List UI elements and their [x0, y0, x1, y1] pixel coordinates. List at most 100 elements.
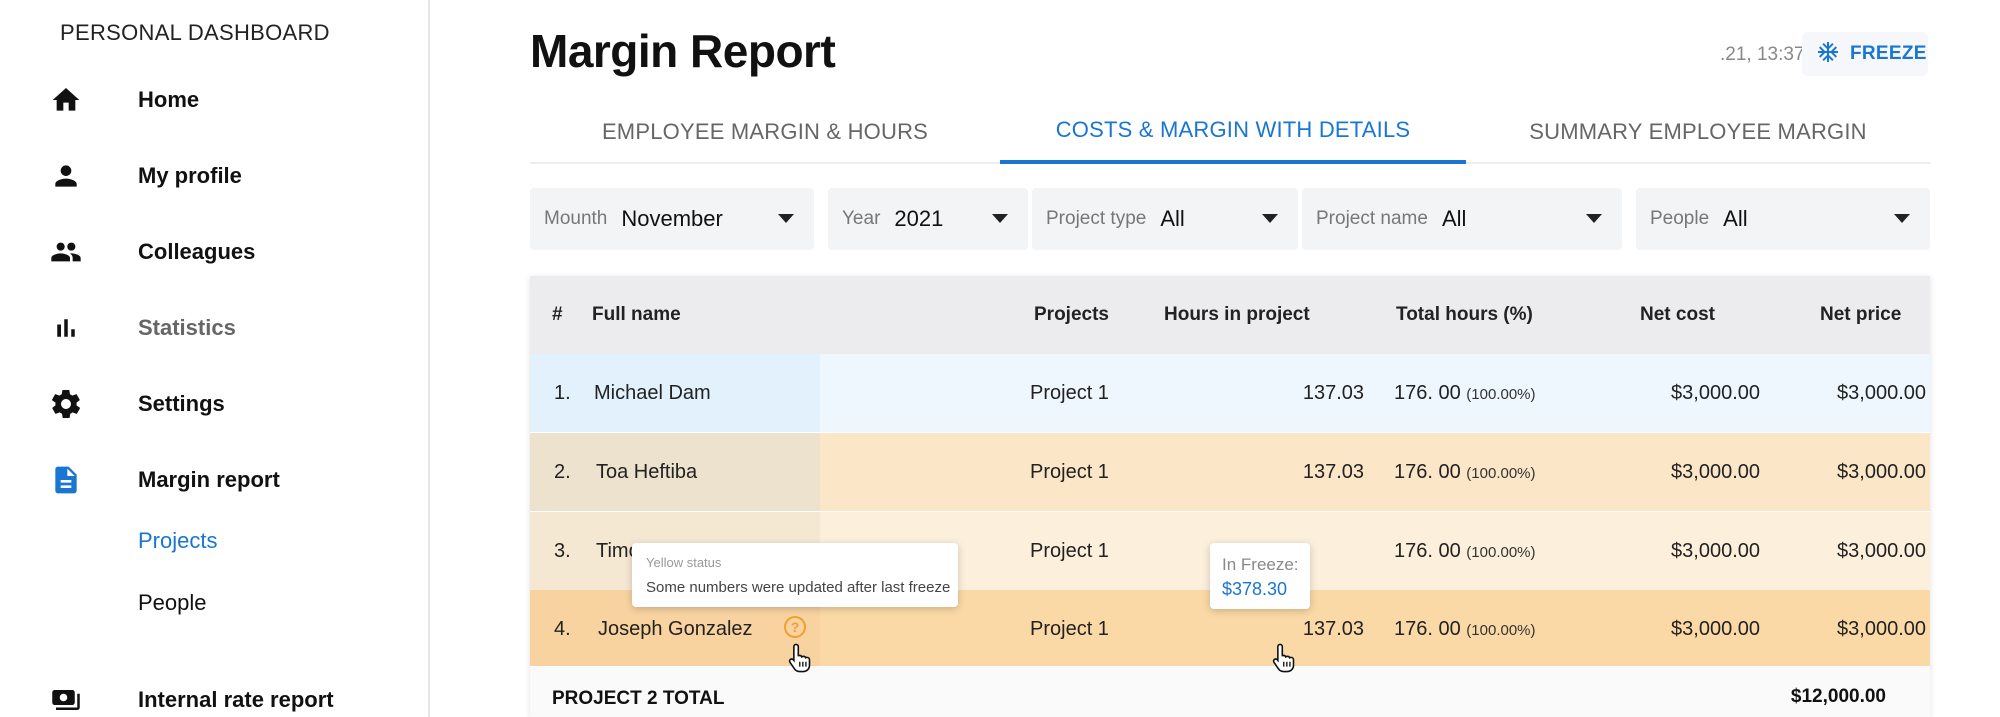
project-name: Project 1: [1030, 618, 1109, 640]
freeze-tooltip-value: $378.30: [1222, 579, 1288, 599]
total-hours-percent: (100.00%): [1466, 465, 1536, 482]
hours-in-project[interactable]: 137.03: [1302, 618, 1364, 640]
col-header-number: #: [552, 304, 563, 325]
page-title: Margin Report: [530, 25, 836, 77]
net-cost: $3,000.00: [1671, 461, 1760, 483]
filter-label: Project name: [1316, 208, 1428, 229]
tab-employee-margin-hours[interactable]: EMPLOYEE MARGIN & HOURS: [601, 119, 929, 144]
table-row[interactable]: 2. Toa Heftiba Project 1 137.03 176. 00 …: [530, 433, 1930, 511]
snowflake-icon: [1816, 40, 1840, 69]
table-header: # Full name Projects Hours in project To…: [530, 276, 1930, 354]
row-number: 3.: [554, 540, 571, 562]
filter-label: People: [1650, 208, 1710, 229]
project-name: Project 1: [1030, 461, 1109, 483]
name-cell: [530, 433, 820, 511]
sidebar-item-margin-report[interactable]: Margin report: [0, 450, 428, 510]
tab-costs-margin-details[interactable]: COSTS & MARGIN WITH DETAILS: [1000, 100, 1466, 164]
employee-name: Joseph Gonzalez: [598, 618, 753, 640]
sidebar-item-label: Internal rate report: [138, 687, 334, 712]
people-select[interactable]: People All: [1636, 188, 1930, 250]
caret-down-icon: [1586, 214, 1602, 223]
freeze-button-label: FREEZE: [1850, 43, 1927, 64]
total-hours-percent: (100.00%): [1466, 622, 1536, 639]
table-row[interactable]: 1. Michael Dam Project 1 137.03 176. 00 …: [530, 354, 1930, 432]
net-price: $3,000.00: [1837, 461, 1926, 483]
filter-label: Project type: [1046, 208, 1147, 229]
hand-cursor-icon: [788, 643, 811, 673]
col-header-total-hours[interactable]: Total hours (%): [1396, 304, 1533, 325]
total-hours-value: 176. 00: [1394, 618, 1461, 640]
total-hours: 176. 00 (100.00%): [1394, 540, 1536, 563]
tab-summary-employee-margin[interactable]: SUMMARY EMPLOYEE MARGIN: [1529, 119, 1867, 144]
caret-down-icon: [992, 214, 1008, 223]
net-price: $3,000.00: [1837, 618, 1926, 640]
month-select[interactable]: Mounth November: [530, 188, 814, 250]
net-price: $3,000.00: [1837, 382, 1926, 404]
status-tooltip-text: Some numbers were updated after last fre…: [646, 579, 951, 596]
caret-down-icon: [778, 214, 794, 223]
sidebar-item-label: Settings: [138, 391, 225, 416]
employee-name: Michael Dam: [594, 382, 711, 404]
col-header-projects[interactable]: Projects: [1034, 304, 1109, 325]
total-hours-value: 176. 00: [1394, 540, 1461, 562]
net-price: $3,000.00: [1837, 540, 1926, 562]
filter-value: All: [1723, 206, 1748, 231]
sidebar-item-label: Home: [138, 87, 200, 112]
total-hours-percent: (100.00%): [1466, 544, 1536, 561]
freeze-button[interactable]: FREEZE: [1802, 32, 1928, 76]
net-cost: $3,000.00: [1671, 618, 1760, 640]
name-cell: [530, 354, 820, 432]
sidebar-item-colleagues[interactable]: Colleagues: [0, 222, 428, 282]
project-name-select[interactable]: Project name All: [1302, 188, 1622, 250]
sidebar-subitem-people[interactable]: People: [138, 590, 207, 615]
status-tooltip: Yellow status Some numbers were updated …: [632, 543, 958, 607]
col-header-hours-in-project[interactable]: Hours in project: [1164, 304, 1310, 325]
sidebar-item-label: Colleagues: [138, 239, 256, 264]
people-icon: [48, 234, 84, 270]
sidebar-subitem-projects[interactable]: Projects: [138, 528, 218, 553]
total-hours: 176. 00 (100.00%): [1394, 618, 1536, 641]
project-name: Project 1: [1030, 540, 1109, 562]
sidebar-item-label: Margin report: [138, 467, 280, 492]
document-icon: [48, 462, 84, 498]
status-tooltip-title: Yellow status: [646, 555, 722, 570]
sidebar-item-statistics[interactable]: Statistics: [0, 298, 428, 358]
hours-in-project: 137.03: [1302, 382, 1364, 404]
filter-label: Mounth: [544, 208, 608, 229]
year-select[interactable]: Year 2021: [828, 188, 1028, 250]
project-total-row: PROJECT 2 TOTAL $12,000.00: [530, 666, 1930, 717]
report-tabs: EMPLOYEE MARGIN & HOURS COSTS & MARGIN W…: [530, 100, 1930, 164]
project-type-select[interactable]: Project type All: [1032, 188, 1298, 250]
filter-value: 2021: [894, 206, 944, 231]
total-hours: 176. 00 (100.00%): [1394, 461, 1536, 484]
row-number: 4.: [554, 618, 571, 640]
freeze-timestamp: .21, 13:37: [1720, 44, 1805, 65]
caret-down-icon: [1894, 214, 1910, 223]
bar-chart-icon: [48, 310, 84, 346]
sidebar-item-home[interactable]: Home: [0, 70, 428, 130]
col-header-full-name[interactable]: Full name: [592, 304, 681, 325]
col-header-net-cost[interactable]: Net cost: [1640, 304, 1715, 325]
sidebar-item-my-profile[interactable]: My profile: [0, 146, 428, 206]
employee-name: Toa Heftiba: [596, 461, 698, 483]
total-hours: 176. 00 (100.00%): [1394, 382, 1536, 405]
sidebar-item-internal-rate-report[interactable]: Internal rate report: [0, 670, 428, 717]
total-hours-value: 176. 00: [1394, 461, 1461, 483]
sidebar-item-settings[interactable]: Settings: [0, 374, 428, 434]
margin-table: # Full name Projects Hours in project To…: [530, 276, 1930, 717]
row-number: 2.: [554, 461, 571, 483]
caret-down-icon: [1262, 214, 1278, 223]
cash-icon: [48, 682, 84, 717]
status-help-icon[interactable]: ?: [784, 616, 806, 638]
total-hours-percent: (100.00%): [1466, 386, 1536, 403]
hand-cursor-icon: [1272, 643, 1295, 673]
filter-label: Year: [842, 208, 881, 229]
filter-value: November: [621, 206, 723, 231]
freeze-tooltip-title: In Freeze:: [1222, 555, 1299, 574]
total-hours-value: 176. 00: [1394, 382, 1461, 404]
filter-value: All: [1441, 206, 1467, 231]
net-cost: $3,000.00: [1671, 382, 1760, 404]
col-header-net-price[interactable]: Net price: [1820, 304, 1902, 325]
gear-icon: [48, 386, 84, 422]
net-cost: $3,000.00: [1671, 540, 1760, 562]
